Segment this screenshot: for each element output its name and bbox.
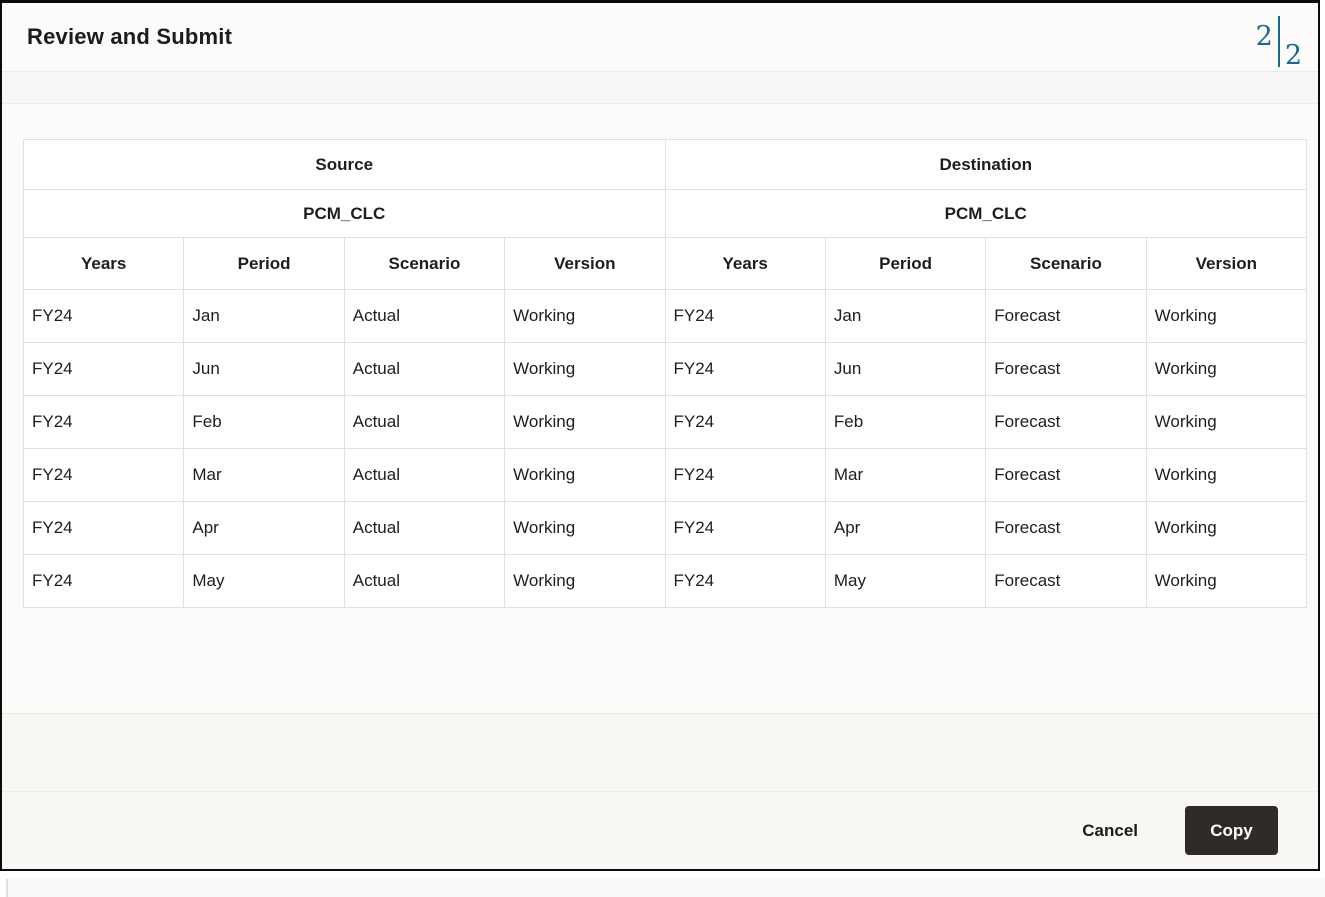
destination-cell-version: Working — [1145, 289, 1308, 343]
destination-cell-period: Jun — [824, 342, 987, 396]
footer-spacer — [2, 714, 1318, 792]
source-cell-period: Mar — [183, 448, 345, 502]
destination-cell-period: Apr — [824, 501, 987, 555]
page-indicator: 2 2 — [1256, 16, 1302, 69]
source-cell-years: FY24 — [22, 289, 185, 343]
table-row: FY24 Jun Actual Working FY24 Jun Forecast Worki… — [22, 342, 1308, 396]
source-cell-version: Working — [504, 289, 666, 343]
destination-cell-version: Working — [1145, 448, 1308, 502]
source-column-header-scenario: Scenario — [343, 237, 506, 290]
destination-cell-period: Mar — [824, 448, 987, 502]
destination-cell-version: Working — [1145, 342, 1308, 396]
destination-column-header-scenario: Scenario — [985, 237, 1147, 290]
table-row: FY24 Mar Actual Working FY24 Mar Forecast Worki… — [22, 448, 1308, 502]
footer-actions: Cancel Copy — [2, 792, 1318, 869]
page-indicator-divider — [1277, 16, 1280, 67]
source-cell-period: Apr — [183, 501, 345, 555]
source-cell-years: FY24 — [22, 342, 185, 396]
source-cell-version: Working — [504, 554, 666, 608]
destination-column-header-period: Period — [824, 237, 987, 290]
table-row: FY24 Feb Actual Working FY24 Feb Forecast Worki… — [22, 395, 1308, 449]
page-total-number: 2 — [1284, 40, 1302, 71]
destination-cell-years: FY24 — [664, 289, 826, 343]
column-header-row: Years Period Scenario Version Years Period Sce… — [22, 237, 1308, 290]
destination-cell-scenario: Forecast — [985, 395, 1147, 449]
source-column-header-version: Version — [504, 237, 666, 290]
background-page-strip — [6, 879, 1325, 897]
source-column-header-years: Years — [22, 237, 185, 290]
review-table: Source Destination PCM_CLC PCM_CLC Years… — [22, 139, 1308, 608]
destination-cell-scenario: Forecast — [985, 501, 1147, 555]
page-current-number: 2 — [1255, 21, 1273, 52]
destination-cell-scenario: Forecast — [985, 342, 1147, 396]
source-cell-scenario: Actual — [343, 501, 506, 555]
destination-cell-scenario: Forecast — [985, 554, 1147, 608]
source-column-header-period: Period — [183, 237, 345, 290]
group-header-row: Source Destination — [23, 139, 1307, 190]
review-submit-dialog: Review and Submit 2 2 Source Destination — [0, 0, 1320, 871]
dialog-title: Review and Submit — [27, 24, 233, 49]
source-cell-scenario: Actual — [343, 448, 506, 502]
source-cell-years: FY24 — [22, 554, 185, 608]
destination-cell-years: FY24 — [664, 342, 826, 396]
destination-application-name: PCM_CLC — [664, 189, 1307, 238]
source-cell-period: Jun — [183, 342, 345, 396]
table-row: FY24 Apr Actual Working FY24 Apr Forecast Worki… — [22, 501, 1308, 555]
destination-cell-scenario: Forecast — [985, 289, 1147, 343]
destination-cell-years: FY24 — [664, 448, 826, 502]
table-row: FY24 May Actual Working FY24 May Forecast Worki… — [22, 554, 1308, 608]
source-cell-scenario: Actual — [343, 342, 506, 396]
application-name-row: PCM_CLC PCM_CLC — [23, 189, 1307, 238]
dialog-content: Source Destination PCM_CLC PCM_CLC Years… — [2, 106, 1318, 713]
source-cell-scenario: Actual — [343, 289, 506, 343]
header-band — [2, 72, 1318, 104]
source-application-name: PCM_CLC — [23, 189, 666, 238]
destination-cell-period: May — [824, 554, 987, 608]
source-cell-period: Feb — [183, 395, 345, 449]
review-table-container: Source Destination PCM_CLC PCM_CLC Years… — [22, 139, 1318, 608]
source-cell-years: FY24 — [22, 395, 185, 449]
dialog-header: Review and Submit 2 2 — [2, 3, 1318, 72]
source-cell-years: FY24 — [22, 501, 185, 555]
destination-cell-version: Working — [1145, 501, 1308, 555]
source-cell-version: Working — [504, 342, 666, 396]
destination-cell-years: FY24 — [664, 554, 826, 608]
source-cell-version: Working — [504, 501, 666, 555]
source-cell-scenario: Actual — [343, 395, 506, 449]
source-cell-period: Jan — [183, 289, 345, 343]
source-cell-period: May — [183, 554, 345, 608]
destination-cell-years: FY24 — [664, 501, 826, 555]
destination-column-header-version: Version — [1145, 237, 1308, 290]
source-cell-version: Working — [504, 448, 666, 502]
copy-button[interactable]: Copy — [1185, 806, 1278, 855]
cancel-button[interactable]: Cancel — [1080, 815, 1140, 847]
table-row: FY24 Jan Actual Working FY24 Jan Forecast Worki… — [22, 289, 1308, 343]
destination-cell-period: Feb — [824, 395, 987, 449]
source-cell-scenario: Actual — [343, 554, 506, 608]
destination-group-header: Destination — [664, 139, 1307, 190]
source-cell-years: FY24 — [22, 448, 185, 502]
destination-cell-version: Working — [1145, 554, 1308, 608]
source-group-header: Source — [23, 139, 666, 190]
destination-cell-years: FY24 — [664, 395, 826, 449]
destination-cell-period: Jan — [824, 289, 987, 343]
destination-cell-version: Working — [1145, 395, 1308, 449]
source-cell-version: Working — [504, 395, 666, 449]
dialog-footer: Cancel Copy — [2, 713, 1318, 869]
destination-cell-scenario: Forecast — [985, 448, 1147, 502]
destination-column-header-years: Years — [664, 237, 826, 290]
